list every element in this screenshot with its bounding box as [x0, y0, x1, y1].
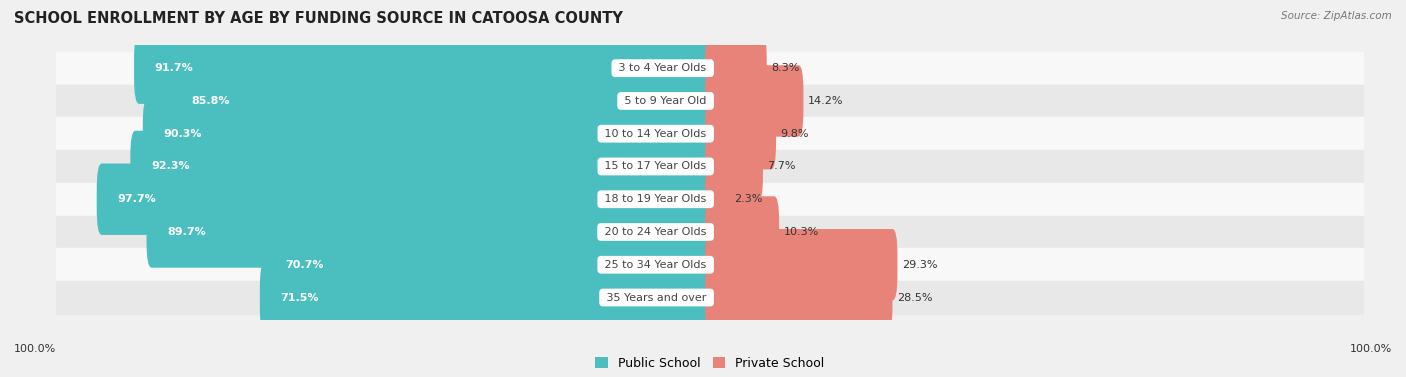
Bar: [56, 183, 1364, 216]
Text: 100.0%: 100.0%: [14, 344, 56, 354]
Bar: [56, 216, 1364, 248]
FancyBboxPatch shape: [134, 32, 716, 104]
Text: 7.7%: 7.7%: [768, 161, 796, 172]
FancyBboxPatch shape: [704, 229, 897, 300]
Bar: [56, 117, 1364, 150]
Bar: [56, 150, 1364, 183]
FancyBboxPatch shape: [146, 196, 716, 268]
FancyBboxPatch shape: [264, 229, 716, 300]
Text: 28.5%: 28.5%: [897, 293, 932, 302]
Bar: [56, 248, 1364, 281]
Text: 90.3%: 90.3%: [163, 129, 202, 139]
Text: 35 Years and over: 35 Years and over: [603, 293, 710, 302]
Text: 97.7%: 97.7%: [117, 194, 156, 204]
FancyBboxPatch shape: [704, 196, 779, 268]
Text: 10 to 14 Year Olds: 10 to 14 Year Olds: [602, 129, 710, 139]
FancyBboxPatch shape: [143, 98, 716, 169]
Text: 18 to 19 Year Olds: 18 to 19 Year Olds: [602, 194, 710, 204]
Text: Source: ZipAtlas.com: Source: ZipAtlas.com: [1281, 11, 1392, 21]
Text: 100.0%: 100.0%: [1350, 344, 1392, 354]
Legend: Public School, Private School: Public School, Private School: [591, 352, 830, 375]
Text: 85.8%: 85.8%: [191, 96, 229, 106]
Text: 92.3%: 92.3%: [150, 161, 190, 172]
Bar: [56, 281, 1364, 314]
FancyBboxPatch shape: [97, 164, 716, 235]
FancyBboxPatch shape: [704, 262, 893, 333]
Text: 10.3%: 10.3%: [783, 227, 818, 237]
FancyBboxPatch shape: [704, 65, 803, 136]
FancyBboxPatch shape: [704, 131, 763, 202]
Text: 25 to 34 Year Olds: 25 to 34 Year Olds: [602, 260, 710, 270]
Text: 5 to 9 Year Old: 5 to 9 Year Old: [621, 96, 710, 106]
Text: 89.7%: 89.7%: [167, 227, 205, 237]
Text: 14.2%: 14.2%: [808, 96, 844, 106]
Text: 3 to 4 Year Olds: 3 to 4 Year Olds: [616, 63, 710, 73]
Text: 9.8%: 9.8%: [780, 129, 808, 139]
Bar: [56, 84, 1364, 117]
FancyBboxPatch shape: [704, 32, 766, 104]
Text: 91.7%: 91.7%: [155, 63, 194, 73]
Text: 15 to 17 Year Olds: 15 to 17 Year Olds: [602, 161, 710, 172]
FancyBboxPatch shape: [704, 164, 730, 235]
Text: 29.3%: 29.3%: [901, 260, 938, 270]
FancyBboxPatch shape: [170, 65, 716, 136]
Text: 8.3%: 8.3%: [770, 63, 800, 73]
FancyBboxPatch shape: [131, 131, 716, 202]
Text: 20 to 24 Year Olds: 20 to 24 Year Olds: [602, 227, 710, 237]
Text: 71.5%: 71.5%: [280, 293, 319, 302]
FancyBboxPatch shape: [704, 98, 776, 169]
FancyBboxPatch shape: [260, 262, 716, 333]
Text: SCHOOL ENROLLMENT BY AGE BY FUNDING SOURCE IN CATOOSA COUNTY: SCHOOL ENROLLMENT BY AGE BY FUNDING SOUR…: [14, 11, 623, 26]
Text: 70.7%: 70.7%: [285, 260, 323, 270]
Bar: [56, 52, 1364, 84]
Text: 2.3%: 2.3%: [734, 194, 762, 204]
